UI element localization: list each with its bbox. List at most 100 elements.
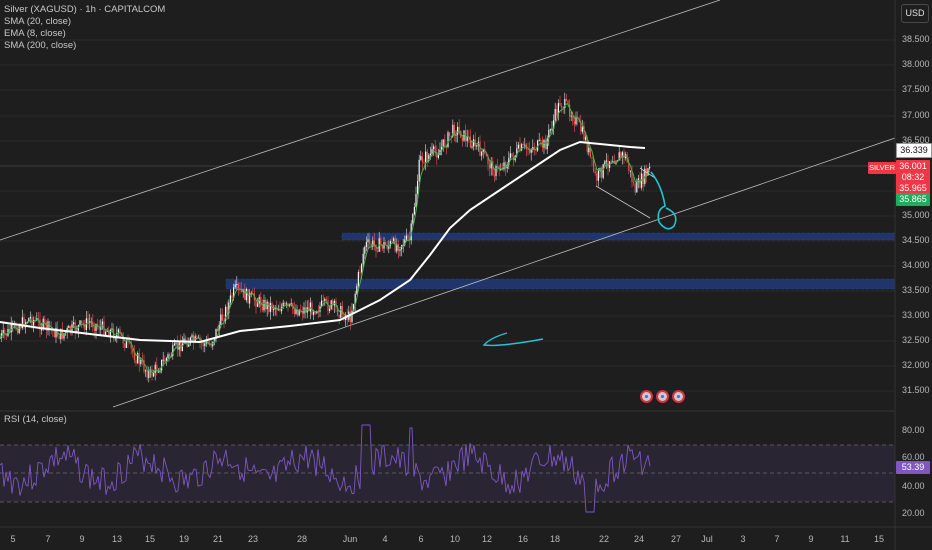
candle-body bbox=[431, 148, 433, 154]
candle-body bbox=[559, 103, 561, 106]
candle-body bbox=[244, 288, 246, 301]
time-axis-label: Jul bbox=[701, 534, 713, 544]
green-price-tag: 35.865 bbox=[896, 193, 930, 206]
projection-arrow-drawing[interactable] bbox=[650, 171, 677, 230]
candle-body bbox=[130, 341, 132, 349]
candle-body bbox=[76, 330, 78, 332]
ema8-label[interactable]: EMA (8, close) bbox=[4, 28, 66, 39]
projection-line[interactable] bbox=[595, 185, 651, 219]
candle-body bbox=[245, 288, 247, 301]
support-zone-upper[interactable] bbox=[341, 232, 896, 241]
event-flag-icon[interactable] bbox=[672, 390, 685, 403]
candle-body bbox=[605, 160, 607, 162]
candle-body bbox=[193, 335, 195, 343]
candle-body bbox=[423, 162, 425, 164]
candle-body bbox=[105, 331, 107, 336]
candle-body bbox=[553, 120, 555, 129]
candle-body bbox=[535, 149, 537, 151]
candle-body bbox=[308, 307, 310, 312]
candle-body bbox=[97, 323, 99, 327]
candle-body bbox=[109, 329, 111, 338]
candle-body bbox=[487, 156, 489, 165]
candle-body bbox=[354, 293, 356, 305]
candle-body bbox=[570, 115, 572, 117]
countdown-tag: 08:32 bbox=[896, 171, 930, 184]
candle-body bbox=[485, 153, 487, 157]
candle-body bbox=[461, 137, 463, 141]
candle-body bbox=[489, 164, 491, 169]
candle-body bbox=[119, 329, 121, 333]
candle-body bbox=[188, 343, 190, 347]
candle-body bbox=[629, 170, 631, 172]
candle-body bbox=[593, 158, 595, 172]
candle-body bbox=[388, 245, 390, 249]
candle-body bbox=[527, 148, 529, 150]
time-axis-label: 19 bbox=[178, 534, 190, 544]
candle-body bbox=[429, 153, 431, 156]
price-axis-label: 34.000 bbox=[902, 260, 930, 270]
candle-body bbox=[0, 337, 1, 339]
candle-body bbox=[524, 144, 526, 146]
rsi-value-tag: 53.39 bbox=[896, 461, 930, 474]
candle-body bbox=[386, 244, 388, 249]
sma200-label[interactable]: SMA (200, close) bbox=[4, 40, 77, 51]
candle-body bbox=[225, 306, 227, 321]
symbol-title[interactable]: Silver (XAGUSD) · 1h · CAPITALCOM bbox=[4, 4, 166, 15]
candle-body bbox=[396, 244, 398, 252]
candle-body bbox=[581, 126, 583, 132]
rsi-label[interactable]: RSI (14, close) bbox=[4, 414, 67, 425]
candle-body bbox=[649, 166, 651, 169]
candle-body bbox=[375, 244, 377, 252]
candle-body bbox=[466, 136, 468, 142]
support-zone-lower[interactable] bbox=[225, 278, 896, 290]
sma20-label[interactable]: SMA (20, close) bbox=[4, 16, 72, 27]
candle-body bbox=[173, 343, 175, 346]
candle-body bbox=[316, 311, 318, 314]
candle-body bbox=[591, 157, 593, 159]
time-axis-label: 21 bbox=[212, 534, 224, 544]
candle-body bbox=[450, 136, 452, 138]
time-axis-label: 6 bbox=[418, 534, 424, 544]
channel-upper-line[interactable] bbox=[0, 0, 721, 241]
time-axis-label: 5 bbox=[10, 534, 16, 544]
candle-body bbox=[613, 161, 615, 164]
candle-body bbox=[434, 146, 436, 153]
candle-body bbox=[301, 311, 303, 314]
price-axis-label: 33.000 bbox=[902, 310, 930, 320]
candle-body bbox=[529, 149, 531, 153]
candle-body bbox=[204, 343, 206, 347]
channel-lower-line[interactable] bbox=[112, 137, 896, 408]
currency-button[interactable]: USD bbox=[901, 4, 929, 23]
candle-body bbox=[353, 304, 355, 311]
candle-body bbox=[540, 139, 542, 141]
time-axis-label: 3 bbox=[740, 534, 746, 544]
hand-drawing[interactable] bbox=[482, 332, 544, 347]
candle-body bbox=[47, 321, 49, 331]
candle-body bbox=[63, 333, 65, 339]
event-flag-icon[interactable] bbox=[656, 390, 669, 403]
time-axis-label: 22 bbox=[598, 534, 610, 544]
candle-body bbox=[597, 170, 599, 181]
candle-body bbox=[196, 336, 198, 338]
candle-body bbox=[572, 115, 574, 122]
candle-body bbox=[313, 311, 315, 315]
candle-body bbox=[297, 309, 299, 316]
projection-line-2[interactable] bbox=[639, 167, 656, 179]
candle-body bbox=[508, 157, 510, 165]
candle-body bbox=[482, 149, 484, 152]
candle-body bbox=[322, 300, 324, 302]
candle-body bbox=[642, 173, 644, 184]
candle-body bbox=[367, 239, 369, 243]
event-flag-icon[interactable] bbox=[640, 390, 653, 403]
candle-body bbox=[628, 162, 630, 171]
candle-body bbox=[580, 121, 582, 132]
candle-body bbox=[341, 305, 343, 315]
candle-body bbox=[82, 322, 84, 325]
time-axis-label: 7 bbox=[45, 534, 51, 544]
candle-body bbox=[505, 162, 507, 169]
candle-body bbox=[215, 328, 217, 339]
candle-body bbox=[377, 251, 379, 253]
candle-body bbox=[172, 345, 174, 357]
candle-body bbox=[415, 194, 417, 207]
